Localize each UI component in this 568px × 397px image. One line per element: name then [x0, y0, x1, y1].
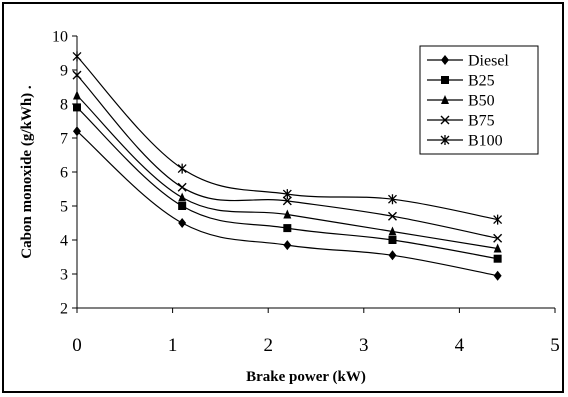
- legend-marker-diesel: [441, 55, 449, 65]
- legend-label-diesel: Diesel: [468, 53, 509, 70]
- series-markers: [72, 51, 503, 281]
- x-tick-label: 1: [168, 335, 178, 356]
- data-point-b100: [72, 51, 82, 62]
- data-point-b100: [282, 189, 292, 200]
- data-point-diesel: [178, 218, 187, 228]
- legend: Diesel B25 B50 B75 B100: [419, 45, 539, 155]
- legend-label-b50: B50: [468, 93, 495, 110]
- y-tick-label: 6: [60, 165, 68, 182]
- legend-marker-b75: [440, 115, 450, 125]
- legend-label-b100: B100: [468, 133, 503, 150]
- y-tick-label: 7: [60, 131, 68, 148]
- legend-marker-b25: [441, 76, 449, 84]
- legend-marker-b100: [440, 135, 450, 145]
- legend-marker-b50: [441, 95, 449, 104]
- x-tick-label: 0: [72, 335, 82, 356]
- data-point-b100: [388, 194, 397, 205]
- y-tick-label: 10: [52, 29, 68, 46]
- data-point-b50: [73, 90, 81, 100]
- data-point-b25: [73, 103, 81, 112]
- legend-label-b75: B75: [468, 113, 495, 130]
- data-point-b75: [177, 182, 187, 192]
- x-tick-label: 4: [455, 335, 465, 356]
- y-tick-label: 8: [60, 97, 68, 114]
- x-tick-label: 5: [550, 335, 560, 356]
- data-point-diesel: [283, 240, 292, 251]
- data-point-b100: [493, 214, 503, 225]
- x-tick-label: 2: [263, 335, 273, 356]
- data-point-b75: [282, 196, 292, 206]
- y-tick-label: 5: [60, 199, 68, 216]
- data-point-b25: [283, 224, 292, 233]
- y-tick-label: 9: [60, 63, 68, 80]
- x-tick-label: 3: [359, 335, 369, 356]
- data-point-b50: [283, 209, 292, 219]
- y-tick-label: 2: [60, 301, 68, 318]
- data-point-b100: [177, 163, 187, 174]
- data-point-b50: [493, 243, 502, 253]
- y-tick-label: 4: [60, 233, 68, 250]
- data-point-b25: [388, 236, 397, 244]
- axes: 2 3 4 5 6 7 8 9 10 0 1 2 3 4 5: [52, 29, 560, 357]
- data-point-b25: [493, 254, 502, 263]
- legend-label-b25: B25: [468, 73, 495, 90]
- data-point-diesel: [73, 126, 81, 137]
- data-point-b50: [388, 226, 397, 236]
- data-point-b75: [72, 70, 82, 80]
- x-axis-title: Brake power (kW): [246, 369, 366, 385]
- data-point-b75: [387, 211, 397, 221]
- y-axis-title: Cabon monoxide (g/kWh) .: [19, 85, 35, 259]
- data-point-b75: [493, 233, 503, 243]
- data-point-b25: [178, 202, 187, 210]
- data-point-diesel: [493, 270, 502, 281]
- y-tick-label: 3: [60, 267, 68, 284]
- data-point-b50: [178, 192, 187, 202]
- data-point-diesel: [388, 250, 397, 261]
